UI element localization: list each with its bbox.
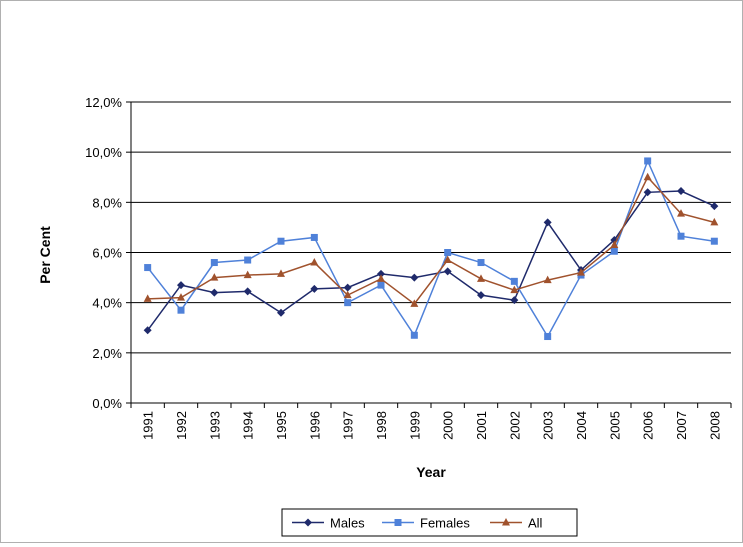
data-point-all [277, 269, 285, 277]
data-point-males [710, 202, 719, 211]
data-point-females [610, 247, 618, 255]
data-point-all [543, 275, 552, 284]
data-point-males [477, 291, 485, 300]
data-point-females [344, 299, 352, 307]
data-point-females [410, 331, 418, 339]
series-line-females [147, 158, 715, 339]
series-group [143, 157, 719, 341]
data-point-males [177, 281, 185, 290]
data-point-females [644, 157, 652, 165]
x-tick-label: 1995 [274, 411, 289, 440]
x-tick-labels: 1991 1992 1993 1994 1995 1996 1997 1998 1999 2000… [141, 411, 723, 440]
data-point-males [210, 288, 219, 297]
x-axis-label: Year [416, 464, 446, 480]
data-point-males [443, 267, 452, 276]
y-tick-label: 8,0% [92, 195, 122, 210]
data-point-females [677, 232, 685, 240]
y-tick-label: 2,0% [92, 346, 122, 361]
legend-marker-males [304, 518, 312, 527]
series-all [143, 172, 719, 307]
legend-marker-females [394, 519, 402, 526]
x-tick-label: 2004 [574, 411, 589, 440]
legend-label-females: Females [420, 516, 470, 531]
x-tick-label: 2005 [607, 411, 622, 440]
x-tick-label: 1993 [207, 411, 222, 440]
data-point-all [177, 293, 185, 301]
data-point-females [310, 233, 318, 241]
data-point-all [477, 274, 485, 282]
data-point-all [310, 258, 319, 266]
data-point-all [577, 268, 585, 276]
data-point-males [543, 218, 552, 227]
data-point-all [610, 240, 619, 248]
y-tick-labels: 0,0% 2,0% 4,0% 6,0% 8,0% 10,0% 12,0% [85, 95, 122, 411]
y-tick-label: 12,0% [85, 95, 122, 110]
x-tick-label: 1997 [341, 411, 356, 440]
data-point-females [477, 259, 485, 267]
data-point-all [243, 270, 252, 279]
axes [126, 101, 732, 408]
x-tick-label: 1994 [241, 411, 256, 440]
data-point-females [510, 277, 518, 285]
legend-box [281, 508, 578, 537]
legend-marker-all [502, 518, 510, 526]
x-tick-label: 1992 [174, 411, 189, 440]
data-point-all [343, 290, 352, 299]
data-point-all [643, 172, 652, 181]
y-axis-label: Per Cent [37, 226, 53, 284]
data-point-males [643, 188, 652, 197]
data-point-males [277, 308, 285, 317]
y-tick-label: 10,0% [85, 145, 122, 160]
data-point-males [343, 283, 352, 292]
data-point-all [210, 273, 219, 281]
x-tick-label: 1999 [407, 411, 422, 440]
x-tick-label: 2006 [641, 411, 656, 440]
x-tick-label: 2003 [541, 411, 556, 440]
legend: Males Females All [281, 508, 578, 537]
data-point-all [677, 209, 685, 217]
data-point-males [677, 187, 685, 196]
data-point-females [210, 259, 218, 267]
x-tick-label: 1998 [374, 411, 389, 440]
legend-label-all: All [528, 516, 543, 531]
legend-label-males: Males [330, 516, 365, 531]
x-tick-label: 1991 [141, 411, 156, 440]
x-tick-label: 1996 [307, 411, 322, 440]
x-tick-label: 2002 [507, 411, 522, 440]
data-point-males [377, 269, 385, 278]
data-point-males [310, 284, 319, 293]
data-point-all [143, 294, 152, 302]
y-tick-label: 0,0% [92, 396, 122, 411]
data-point-males [410, 273, 419, 282]
data-point-all [410, 299, 419, 307]
gridlines [131, 101, 731, 354]
data-point-females [244, 256, 252, 264]
data-point-males [243, 287, 252, 296]
data-point-females [177, 306, 185, 314]
y-tick-label: 6,0% [92, 246, 122, 261]
series-line-all [147, 175, 715, 305]
data-point-all [510, 285, 519, 294]
data-point-males [143, 326, 152, 335]
x-tick-label: 2007 [674, 411, 689, 440]
y-tick-label: 4,0% [92, 296, 122, 311]
data-point-females [144, 264, 152, 272]
data-point-females [277, 237, 285, 245]
x-tick-label: 2000 [441, 411, 456, 440]
data-point-females [710, 237, 718, 245]
x-tick-label: 2001 [474, 411, 489, 440]
data-point-all [443, 255, 452, 264]
data-point-females [377, 281, 385, 289]
data-point-females [544, 333, 552, 341]
data-point-all [377, 274, 385, 282]
data-point-females [444, 249, 452, 256]
series-females [144, 157, 718, 341]
x-tick-label: 2008 [707, 411, 722, 440]
data-point-all [710, 217, 719, 226]
